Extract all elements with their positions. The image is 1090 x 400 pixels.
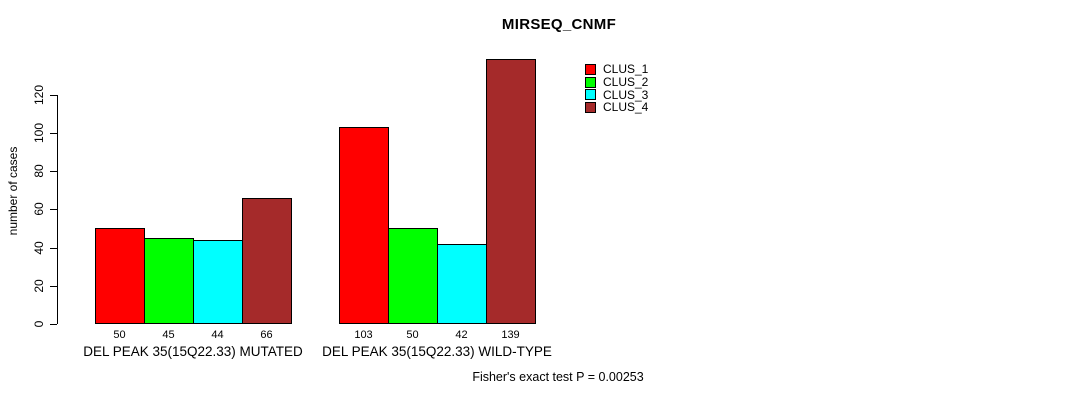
y-tick-label: 100 [32, 122, 46, 144]
bar-value-label: 103 [354, 329, 373, 341]
legend-swatch [585, 76, 596, 88]
y-tick-label: 60 [32, 202, 46, 217]
legend-item: CLUS_1 [585, 63, 648, 76]
bar-value-label: 50 [406, 329, 419, 341]
legend-swatch [585, 89, 596, 101]
y-tick-mark [50, 133, 57, 134]
y-axis-label: number of cases [6, 146, 20, 236]
bar-clus_3-group1 [193, 240, 243, 324]
bar-clus_2-group2 [388, 228, 438, 324]
x-category-label: DEL PEAK 35(15Q22.33) WILD-TYPE [322, 344, 552, 359]
y-tick-mark [50, 209, 57, 211]
y-tick-label: 40 [32, 240, 46, 255]
y-tick-mark [50, 324, 57, 325]
bar-clus_1-group1 [95, 228, 145, 324]
legend-label: CLUS_2 [603, 74, 649, 89]
y-tick-label: 120 [32, 84, 46, 105]
y-axis-line [57, 94, 58, 324]
legend-item: CLUS_4 [585, 101, 648, 114]
legend-label: CLUS_4 [603, 100, 649, 115]
bar-clus_1-group2 [339, 127, 389, 324]
y-tick-mark [50, 94, 57, 96]
y-tick-label: 20 [32, 279, 46, 293]
legend: CLUS_1 CLUS_2 CLUS_3 CLUS_4 [585, 63, 648, 114]
y-tick-label: 0 [32, 320, 46, 328]
legend-swatch [585, 63, 596, 75]
y-tick-mark [50, 285, 57, 287]
bar-value-label: 44 [211, 329, 224, 341]
annotation-text: Fisher's exact test P = 0.00253 [472, 370, 644, 384]
bar-value-label: 66 [260, 329, 273, 341]
y-tick-mark [50, 171, 57, 173]
chart-title: MIRSEQ_CNMF [501, 16, 617, 33]
bar-clus_4-group1 [242, 198, 292, 324]
bar-value-label: 45 [162, 329, 175, 341]
legend-item: CLUS_3 [585, 87, 649, 102]
bar-clus_4-group2 [486, 59, 536, 324]
bar-value-label: 42 [455, 329, 468, 341]
y-tick-label: 80 [32, 164, 46, 178]
x-category-label: DEL PEAK 35(15Q22.33) MUTATED [83, 344, 303, 359]
legend-label: CLUS_1 [603, 62, 649, 76]
bar-clus_2-group1 [144, 238, 194, 324]
legend-swatch [585, 102, 596, 114]
bar-clus_3-group2 [437, 244, 487, 324]
legend-label: CLUS_3 [603, 87, 649, 102]
legend-item: CLUS_2 [585, 74, 649, 89]
bar-value-label: 139 [501, 329, 520, 341]
y-tick-mark [50, 247, 57, 249]
bar-value-label: 50 [113, 329, 126, 341]
